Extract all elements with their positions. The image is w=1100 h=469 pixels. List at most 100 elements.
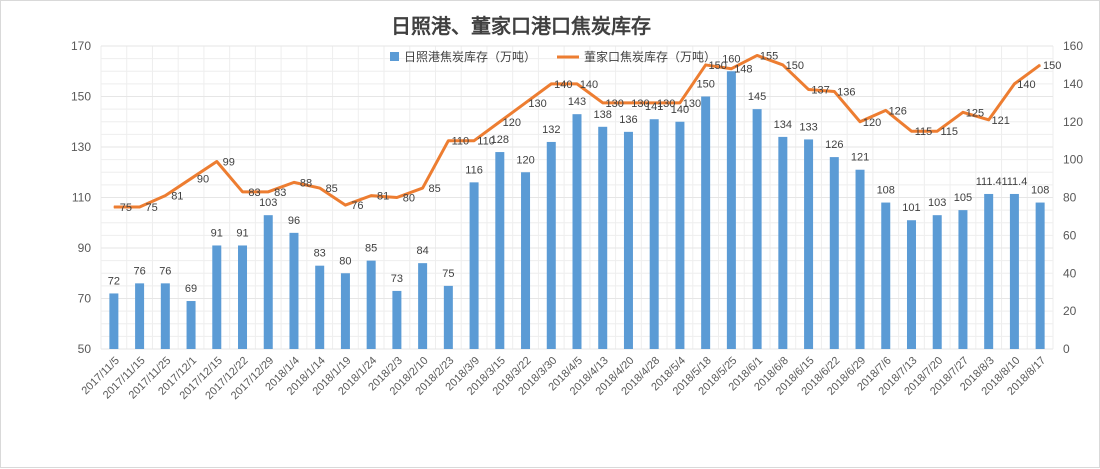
bar-data-label: 141	[645, 101, 663, 113]
bar	[160, 283, 170, 349]
line-point	[576, 83, 578, 85]
bar	[675, 121, 685, 349]
bar	[855, 169, 865, 349]
y-right-tick-label: 20	[1063, 304, 1077, 318]
bar	[546, 141, 556, 349]
line-data-label: 140	[580, 79, 598, 91]
legend-label-line: 董家口焦炭库存（万吨）	[584, 49, 716, 64]
bar	[623, 131, 633, 349]
bar-data-label: 103	[259, 197, 277, 209]
line-data-label: 120	[503, 117, 521, 129]
line-point	[139, 206, 141, 208]
bar-data-label: 103	[928, 197, 946, 209]
line-point	[962, 111, 964, 113]
bar-data-label: 80	[339, 255, 351, 267]
line-point	[885, 109, 887, 111]
line-point	[859, 121, 861, 123]
bar	[289, 232, 299, 349]
bar	[135, 283, 145, 349]
line-data-label: 121	[991, 115, 1009, 127]
line-point	[756, 54, 758, 56]
line-data-label: 150	[708, 60, 726, 72]
line-data-label: 155	[760, 50, 778, 62]
line-point	[164, 195, 166, 197]
line-data-label: 115	[940, 126, 958, 138]
line-point	[190, 178, 192, 180]
bar-data-label: 150	[696, 79, 714, 91]
bar	[804, 139, 814, 349]
line-point	[267, 191, 269, 193]
line-data-label: 150	[1043, 60, 1061, 72]
bar-data-label: 76	[133, 265, 145, 277]
bar-data-label: 73	[391, 273, 403, 285]
line-point	[602, 102, 604, 104]
line-data-label: 130	[631, 98, 649, 110]
bar-data-label: 111.4	[1001, 176, 1027, 188]
bar	[598, 126, 608, 349]
line-data-label: 140	[1017, 79, 1035, 91]
y-right-tick-label: 80	[1063, 191, 1077, 205]
bar-data-label: 108	[877, 185, 895, 197]
bar-data-label: 85	[365, 243, 377, 255]
y-right-tick-label: 140	[1063, 77, 1083, 91]
y-right-tick-label: 100	[1063, 153, 1083, 167]
line-point	[113, 206, 115, 208]
line-data-label: 130	[683, 98, 701, 110]
line-data-label: 130	[657, 98, 675, 110]
legend: 日照港焦炭库存（万吨） 董家口焦炭库存（万吨）	[390, 49, 716, 64]
line-data-label: 75	[120, 202, 132, 214]
line-data-label: 83	[248, 187, 260, 199]
line-point	[525, 102, 527, 104]
line-point	[344, 204, 346, 206]
line-data-label: 130	[606, 98, 624, 110]
bar-data-label: 72	[108, 275, 120, 287]
line-data-label: 125	[966, 107, 984, 119]
bar-data-label: 160	[722, 53, 740, 65]
line-data-label: 148	[734, 64, 752, 76]
bar	[984, 193, 994, 349]
bar	[1009, 193, 1019, 349]
bar	[263, 215, 273, 349]
line-data-label: 75	[145, 202, 157, 214]
line-point	[473, 140, 475, 142]
line-point	[833, 90, 835, 92]
line-point	[319, 187, 321, 189]
line-data-label: 80	[403, 193, 415, 205]
y-left-tick-label: 70	[78, 292, 92, 306]
line-point	[782, 64, 784, 66]
data-labels: 72 76 76 69 91 91 103 96 83 80 85 73 84 75 116 128 120 13…	[108, 50, 1062, 295]
y-left-tick-label: 90	[78, 241, 92, 255]
bar-data-label: 75	[442, 268, 454, 280]
bar	[212, 245, 222, 349]
bar	[649, 119, 659, 349]
line-data-label: 88	[300, 177, 312, 189]
bar-data-label: 105	[954, 192, 972, 204]
line-data-label: 126	[889, 105, 907, 117]
legend-swatch-bar	[390, 52, 399, 61]
line-point	[1013, 83, 1015, 85]
y-right-tick-label: 60	[1063, 228, 1077, 242]
line-data-label: 83	[274, 187, 286, 199]
line-point	[216, 161, 218, 163]
bar-data-label: 76	[159, 265, 171, 277]
line-point	[653, 102, 655, 104]
line-data-label: 110	[452, 136, 470, 148]
line-data-label: 85	[428, 183, 440, 195]
bar-data-label: 138	[594, 109, 612, 121]
bar	[1035, 202, 1045, 349]
bar	[186, 301, 196, 349]
bar	[443, 285, 453, 349]
bar	[469, 182, 479, 349]
bar	[829, 157, 839, 349]
legend-label-bar: 日照港焦炭库存（万吨）	[404, 49, 536, 64]
y-right-tick-label: 0	[1063, 342, 1070, 356]
line-data-label: 110	[477, 136, 495, 148]
bar-data-label: 133	[799, 121, 817, 133]
chart-title: 日照港、董家口港口焦炭库存	[391, 14, 651, 38]
line-data-label: 81	[377, 191, 389, 203]
line-data-label: 90	[197, 174, 209, 186]
line-data-label: 115	[915, 126, 933, 138]
line-point	[1039, 64, 1041, 66]
line-data-label: 120	[863, 117, 881, 129]
